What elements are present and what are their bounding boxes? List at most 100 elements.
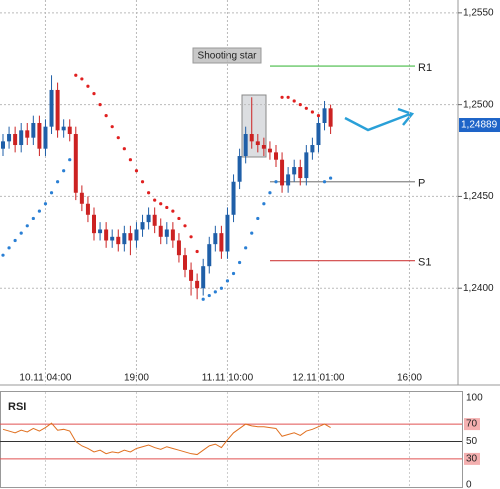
sar-dot: [298, 103, 302, 107]
candle-body: [146, 214, 151, 223]
candle-body: [237, 156, 242, 182]
candle-body: [280, 159, 285, 186]
candle-body: [85, 203, 90, 215]
sar-dot: [329, 176, 333, 180]
rsi-tick-label: 0: [466, 480, 472, 489]
candle-body: [286, 174, 291, 186]
candle-body: [176, 240, 181, 256]
sar-dot: [1, 253, 5, 257]
sar-dot: [68, 158, 72, 162]
rsi-tick-label: 70: [466, 419, 478, 430]
sar-dot: [189, 235, 193, 239]
candle-body: [55, 89, 60, 131]
candle-body: [213, 233, 218, 245]
candle-body: [261, 145, 266, 149]
sar-dot: [31, 216, 35, 221]
sar-dot: [207, 293, 211, 298]
candle-body: [79, 192, 84, 204]
sar-dot: [268, 191, 272, 195]
candle-body: [158, 225, 163, 237]
candle-body: [243, 134, 248, 157]
sar-dot: [147, 191, 151, 195]
sar-dot: [37, 209, 42, 213]
sar-dot: [110, 125, 114, 129]
rsi-title: RSI: [8, 401, 26, 413]
sar-dot: [225, 279, 230, 283]
candle-body: [152, 214, 157, 226]
sar-dot: [238, 260, 242, 265]
candle-body: [128, 233, 133, 241]
sar-dot: [80, 77, 84, 81]
candle-body: [31, 122, 36, 138]
candle-body: [122, 233, 127, 245]
candle-body: [274, 152, 278, 160]
sar-dot: [43, 202, 48, 206]
candle-body: [7, 134, 12, 142]
sar-dot: [322, 180, 327, 184]
rsi-frame: [0, 391, 463, 488]
candle-body: [267, 148, 272, 153]
sar-dot: [292, 99, 296, 103]
candle-body: [43, 126, 48, 149]
sar-dot: [62, 169, 66, 173]
rsi-tick-label: 100: [466, 393, 483, 404]
candle-body: [249, 134, 254, 142]
sar-dot: [134, 169, 139, 173]
sar-dot: [128, 158, 132, 162]
candle-body: [13, 134, 18, 146]
sar-dot: [19, 231, 23, 235]
x-tick-label: 12.11 01:00: [292, 373, 345, 384]
sar-dot: [159, 202, 163, 206]
sar-dot: [219, 286, 223, 290]
sar-dot: [86, 84, 90, 88]
candle-body: [49, 89, 54, 127]
sar-dot: [310, 110, 314, 114]
x-tick-label: 10.11 04:00: [19, 373, 72, 384]
sar-dot: [92, 92, 96, 96]
candle-body: [1, 141, 5, 149]
candle-body: [183, 255, 187, 270]
sar-dot: [304, 106, 308, 110]
sar-dot: [195, 249, 199, 254]
candle-body: [310, 145, 315, 153]
sar-dot: [7, 246, 11, 250]
y-tick-label: 1,2400: [463, 283, 494, 294]
x-tick-label: 11.11 10:00: [202, 373, 254, 384]
candle-body: [140, 222, 145, 230]
rsi-line: [2, 422, 331, 456]
candle-body: [37, 122, 42, 149]
rsi-tick-label: 30: [466, 454, 478, 465]
candle-body: [164, 229, 169, 237]
sar-dot: [177, 216, 181, 221]
sar-dot: [274, 180, 278, 184]
sar-dot: [183, 224, 187, 228]
sar-dot: [262, 202, 266, 206]
candle-body: [110, 236, 115, 241]
candle-body: [98, 229, 103, 234]
x-tick-label: 16:00: [397, 373, 422, 384]
sar-dot: [286, 95, 290, 99]
level-label: S1: [418, 257, 431, 269]
sar-dot: [256, 216, 260, 221]
rsi-level-box: [464, 452, 480, 465]
sar-dot: [153, 198, 157, 202]
candle-body: [134, 229, 139, 241]
sar-dot: [74, 73, 78, 77]
sar-dot: [13, 238, 17, 243]
sar-dot: [25, 224, 29, 228]
last-price-label: 1,24889: [461, 120, 498, 131]
x-tick-label: 19:00: [124, 373, 149, 384]
sar-dot: [49, 191, 54, 195]
forecast-arrow: [344, 107, 415, 132]
last-price-box: [459, 118, 500, 133]
candle-body: [231, 181, 236, 215]
y-tick-label: 1,2450: [463, 191, 494, 202]
candle-body: [104, 229, 109, 241]
sar-dot: [316, 114, 321, 118]
y-tick-label: 1,2550: [463, 7, 494, 18]
sar-dot: [244, 246, 248, 250]
y-tick-label: 1,2500: [463, 99, 494, 110]
candle-body: [73, 134, 78, 193]
candle-body: [189, 269, 194, 281]
rsi-tick-label: 50: [466, 436, 478, 447]
